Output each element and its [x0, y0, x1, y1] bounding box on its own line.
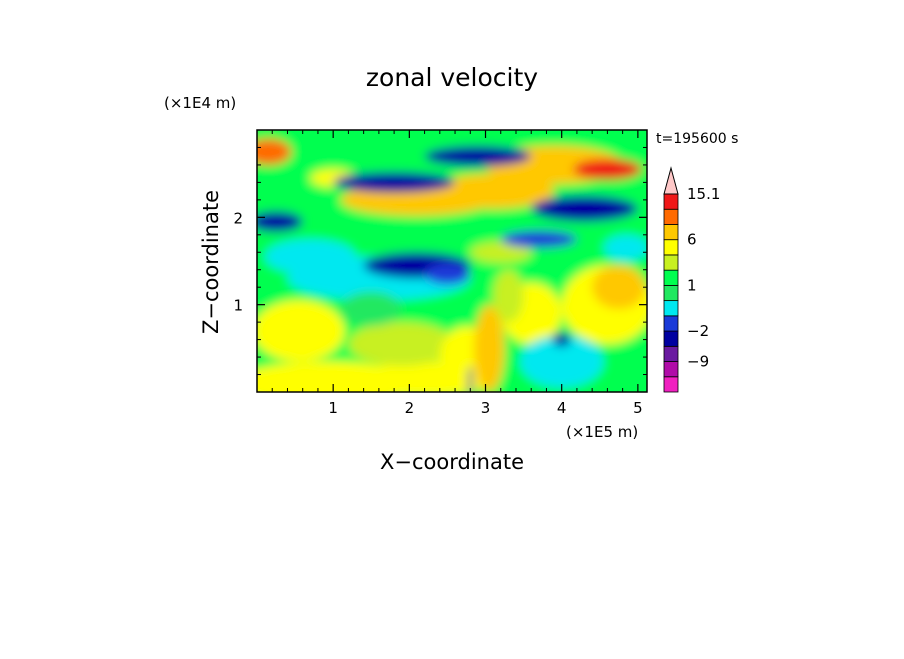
y-tick-label: 1 [233, 297, 243, 315]
field-patch-20 [257, 138, 292, 165]
field-patch-29 [467, 365, 473, 392]
field-patch-23 [424, 145, 532, 167]
field-patch-8 [592, 265, 646, 310]
colorbar-band [663, 345, 679, 362]
colorbar: −9 −2 1 6 15.1 [663, 166, 720, 393]
y-unit-label: (×1E4 m) [164, 94, 236, 112]
x-axis-title: X−coordinate [380, 450, 524, 474]
field-patch-12 [340, 291, 402, 327]
colorbar-label: −9 [687, 353, 709, 371]
field-patch-28 [552, 332, 571, 347]
field-patch-11 [519, 335, 604, 388]
field-patch-17 [432, 173, 555, 209]
x-tick-label: 4 [557, 399, 567, 417]
colorbar-band [663, 208, 679, 225]
time-stamp: t=195600 s [656, 131, 738, 147]
x-unit-label: (×1E5 m) [566, 423, 638, 441]
field-patch-24 [257, 211, 303, 233]
x-tick-label: 5 [633, 399, 643, 417]
colorbar-band [663, 361, 679, 378]
x-tick-label: 3 [481, 399, 491, 417]
field-patch-15 [470, 241, 532, 263]
y-axis-title: Z−coordinate [199, 190, 223, 334]
field-patch-22 [333, 171, 456, 193]
field-patch-2 [257, 300, 345, 362]
colorbar-band [663, 193, 679, 210]
colorbar-band [663, 224, 679, 241]
y-axis: 12 [233, 146, 647, 376]
field-patch-27 [603, 234, 647, 261]
chart-title: zonal velocity [366, 63, 538, 92]
colorbar-band [663, 254, 679, 271]
field-patch-3 [348, 322, 456, 366]
field-patch-30 [493, 269, 524, 323]
colorbar-band [663, 300, 679, 317]
colorbar-arrow [663, 166, 679, 195]
field-patch-10 [264, 239, 357, 275]
colorbar-label: 1 [687, 276, 697, 294]
colorbar-band [663, 269, 679, 286]
colorbar-label: 6 [687, 231, 697, 249]
colorbar-label: −2 [687, 322, 709, 340]
field-patch-19 [573, 158, 642, 180]
colorbar-band [663, 376, 679, 393]
field-patch-26 [500, 230, 577, 248]
velocity-field [257, 130, 647, 392]
field-patch-25 [531, 195, 638, 222]
field-layer [257, 130, 647, 392]
colorbar-band [663, 239, 679, 256]
plot-frame [256, 129, 648, 393]
x-axis: 1 2 3 4 5 [271, 130, 643, 417]
y-tick-label: 2 [233, 209, 243, 227]
x-tick-label: 2 [405, 399, 415, 417]
colorbar-band [663, 315, 679, 332]
colorbar-band [663, 284, 679, 302]
x-tick-label: 1 [328, 399, 338, 417]
colorbar-label: 15.1 [687, 185, 720, 203]
field-patch-14 [424, 263, 471, 285]
colorbar-band [663, 330, 679, 347]
field-patch-5 [474, 304, 505, 392]
